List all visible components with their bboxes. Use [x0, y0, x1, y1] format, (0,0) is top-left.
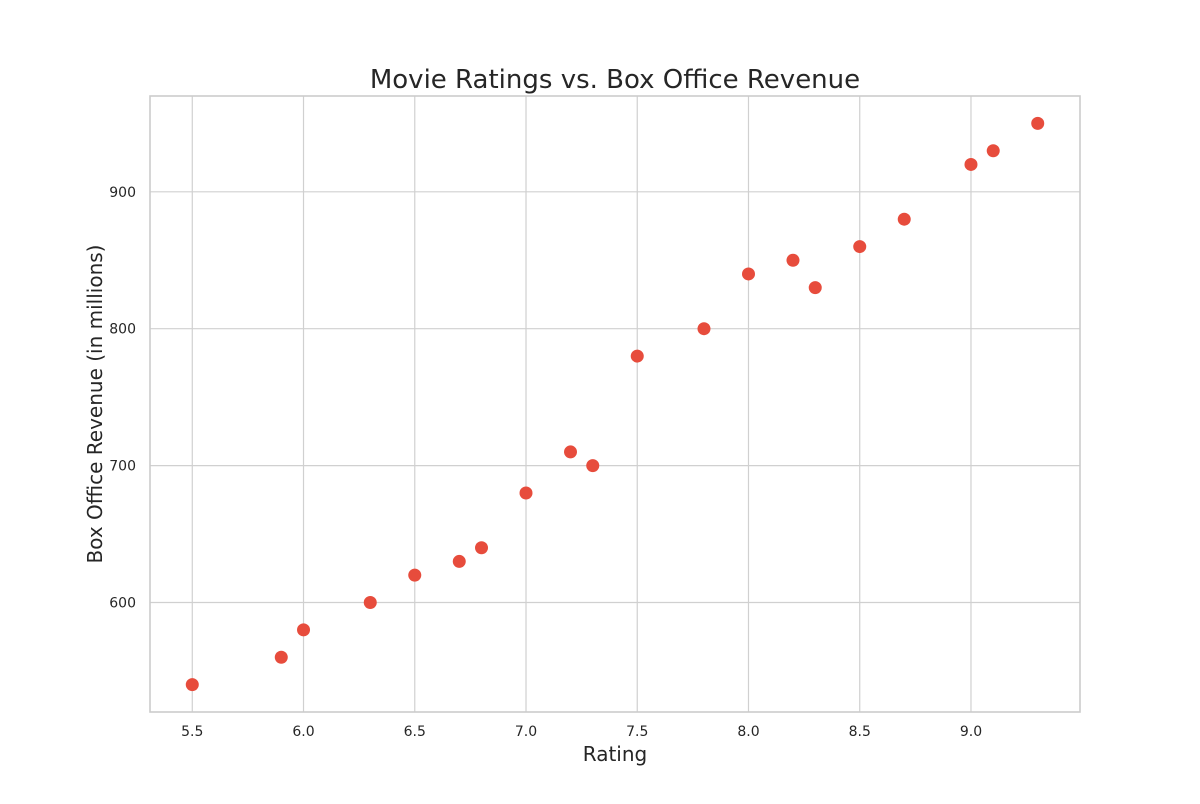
grid-lines — [150, 96, 1080, 712]
data-point — [408, 568, 422, 582]
y-tick-label: 700 — [109, 459, 136, 475]
data-points — [185, 116, 1045, 692]
x-tick-label: 6.0 — [292, 724, 314, 740]
data-point — [853, 240, 867, 254]
x-tick-label: 7.0 — [515, 724, 537, 740]
data-point — [297, 623, 311, 637]
data-point — [986, 144, 1000, 158]
data-point — [274, 650, 288, 664]
y-tick-label: 900 — [109, 185, 136, 201]
x-axis-label: Rating — [583, 742, 647, 766]
data-point — [475, 541, 489, 555]
chart-title: Movie Ratings vs. Box Office Revenue — [370, 65, 860, 95]
data-point — [586, 459, 600, 473]
x-tick-label: 7.5 — [626, 724, 648, 740]
y-tick-label: 600 — [109, 595, 136, 611]
data-point — [564, 445, 578, 459]
data-point — [363, 595, 377, 609]
data-point — [964, 157, 978, 171]
x-tick-label: 6.5 — [404, 724, 426, 740]
data-point — [741, 267, 755, 281]
y-axis-label: Box Office Revenue (in millions) — [83, 245, 107, 564]
data-point — [452, 554, 466, 568]
data-point — [808, 281, 822, 295]
data-point — [519, 486, 533, 500]
x-tick-label: 9.0 — [960, 724, 982, 740]
plot-frame — [149, 95, 1081, 713]
data-point — [697, 322, 711, 336]
data-point — [1031, 116, 1045, 130]
x-tick-label: 5.5 — [181, 724, 203, 740]
y-tick-label: 800 — [109, 322, 136, 338]
x-tick-label: 8.5 — [849, 724, 871, 740]
data-point — [630, 349, 644, 363]
y-tick-labels: 600 700 800 900 — [109, 185, 136, 612]
data-point — [786, 253, 800, 267]
x-tick-labels: 5.5 6.0 6.5 7.0 7.5 8.0 8.5 9.0 — [181, 724, 982, 740]
data-point — [185, 678, 199, 692]
x-tick-label: 8.0 — [737, 724, 759, 740]
data-point — [897, 212, 911, 226]
